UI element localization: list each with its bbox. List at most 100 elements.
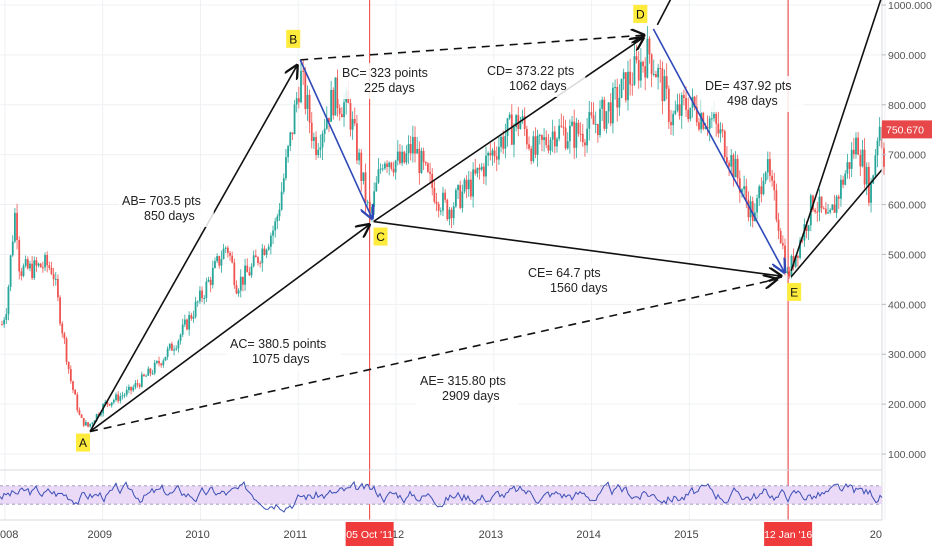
price-candle xyxy=(756,198,758,213)
annotation-line: DE= 437.92 pts xyxy=(705,79,792,93)
price-candle xyxy=(82,417,85,426)
price-candle xyxy=(592,115,595,125)
price-candle xyxy=(403,151,406,163)
price-candle xyxy=(870,183,872,203)
price-candle xyxy=(375,182,378,192)
price-candle xyxy=(708,118,711,129)
price-candle xyxy=(179,334,182,341)
price-candle xyxy=(401,151,404,164)
price-candle xyxy=(672,113,675,126)
price-candle xyxy=(667,88,670,122)
time-axis-label: 2009 xyxy=(88,529,112,541)
price-candle xyxy=(424,162,427,164)
annotation-line: 1062 days xyxy=(509,79,567,93)
price-candle xyxy=(405,153,408,163)
price-candle xyxy=(538,135,541,137)
price-candle xyxy=(336,77,339,108)
price-candle xyxy=(276,216,279,222)
price-candle xyxy=(123,394,126,396)
price-candle xyxy=(779,230,782,244)
price-axis-label: 800.000 xyxy=(888,100,926,112)
price-candle xyxy=(577,122,580,134)
price-candle xyxy=(233,262,236,286)
price-candle xyxy=(72,381,74,390)
price-candle xyxy=(693,96,696,107)
price-candle xyxy=(364,172,367,203)
price-candle xyxy=(452,206,455,219)
price-candle xyxy=(741,189,743,193)
price-candle xyxy=(627,71,629,101)
price-candle xyxy=(67,361,70,370)
price-axis-label: 500.000 xyxy=(888,249,926,261)
time-axis-label: 2013 xyxy=(479,529,503,541)
price-candle xyxy=(349,103,352,130)
price-candle xyxy=(379,168,382,170)
price-candle xyxy=(190,315,193,319)
wave-line-ab xyxy=(89,65,297,432)
price-candle xyxy=(91,422,94,424)
time-axis-label: 008 xyxy=(0,529,18,541)
oscillator-panel xyxy=(0,480,883,513)
price-candle xyxy=(95,413,98,421)
price-candle xyxy=(500,136,502,147)
marker-date-badge xyxy=(764,522,813,546)
price-candle xyxy=(816,211,819,213)
price-candle xyxy=(624,72,627,101)
price-candle xyxy=(745,186,748,200)
price-candle xyxy=(280,191,283,210)
price-candle xyxy=(196,301,199,303)
price-candle xyxy=(556,138,558,147)
price-candle xyxy=(74,389,77,395)
annotation-line: 2909 days xyxy=(442,389,500,403)
price-candle xyxy=(242,276,244,285)
price-candle xyxy=(504,135,507,149)
price-candle xyxy=(229,252,231,256)
annotation-box xyxy=(483,61,586,97)
price-candle xyxy=(194,301,197,317)
wave-line-e-lower xyxy=(790,169,883,278)
price-candle xyxy=(506,118,509,136)
price-candle xyxy=(121,395,124,397)
price-candle xyxy=(343,102,345,118)
price-candle xyxy=(429,171,431,174)
annotation-line: AC= 380.5 points xyxy=(230,337,326,351)
price-candle xyxy=(267,246,270,250)
price-candle xyxy=(422,150,425,163)
price-candle xyxy=(553,131,556,147)
price-candle xyxy=(134,383,137,388)
price-candle xyxy=(730,155,733,167)
price-candle xyxy=(566,141,569,149)
price-candle xyxy=(601,99,604,109)
price-candle xyxy=(532,136,535,162)
price-candle xyxy=(747,199,750,218)
price-candle xyxy=(59,297,61,324)
price-candle xyxy=(390,162,393,169)
price-candle xyxy=(427,163,429,172)
price-candle xyxy=(833,204,836,213)
price-candle xyxy=(463,179,466,192)
annotation-line: CE= 64.7 pts xyxy=(528,266,601,280)
price-candle xyxy=(48,265,51,268)
price-candle xyxy=(820,196,823,209)
price-candle xyxy=(865,166,868,185)
price-candle xyxy=(579,133,582,135)
price-candle xyxy=(655,74,657,78)
price-candle xyxy=(332,89,335,116)
price-candle xyxy=(224,247,227,249)
wave-line-ae xyxy=(89,279,777,433)
price-candle xyxy=(289,132,292,147)
price-candle xyxy=(211,267,214,285)
wave-line-e-upper xyxy=(790,0,882,272)
annotation-line: CD= 373.22 pts xyxy=(487,64,574,78)
price-candle xyxy=(181,324,184,335)
price-candle xyxy=(575,122,578,148)
price-candle xyxy=(584,142,586,146)
price-candle xyxy=(115,394,117,401)
price-candle xyxy=(769,159,771,176)
price-candle xyxy=(274,221,277,231)
price-candle xyxy=(648,38,651,55)
wave-line-bd xyxy=(300,35,644,61)
price-candle xyxy=(149,368,152,374)
price-candle xyxy=(459,185,462,208)
